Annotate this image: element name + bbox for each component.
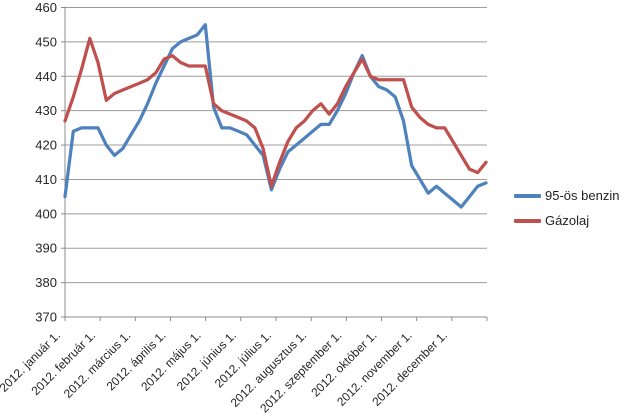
legend-item-benzin[interactable]: 95-ös benzin [514,189,619,203]
y-tick-label-390: 390 [35,241,57,256]
legend-key-benzin-line [514,194,541,198]
y-tick-label-380: 380 [35,275,57,290]
y-tick-label-370: 370 [35,310,57,325]
y-tick-label-430: 430 [35,103,57,118]
y-tick-label-440: 440 [35,69,57,84]
legend-key-gazolaj-line [514,219,541,223]
legend-label-benzin: 95-ös benzin [545,188,620,203]
legend-item-gazolaj[interactable]: Gázolaj [514,214,589,228]
y-tick-label-410: 410 [35,172,57,187]
legend-label-gazolaj: Gázolaj [545,213,590,228]
series-line-benzin[interactable] [63,23,488,209]
y-tick-label-420: 420 [35,138,57,153]
series-line-gazolaj[interactable] [63,36,488,188]
y-tick-label-400: 400 [35,206,57,221]
y-tick-label-460: 460 [35,0,57,15]
y-tick-label-450: 450 [35,34,57,49]
